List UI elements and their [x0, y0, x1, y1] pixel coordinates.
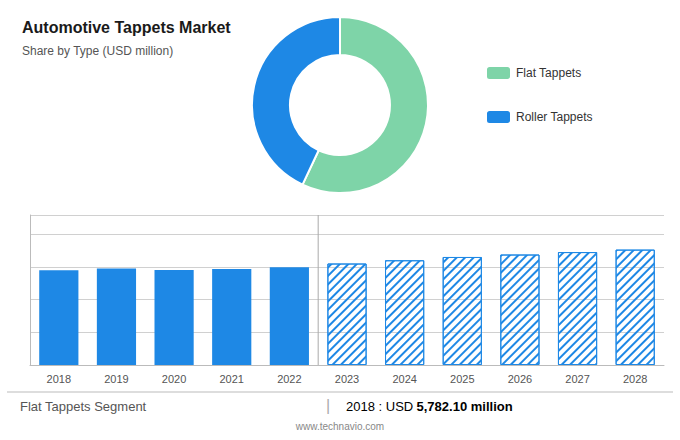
- svg-text:Flat Tappets Segment: Flat Tappets Segment: [20, 399, 147, 414]
- svg-text:Share by Type (USD million): Share by Type (USD million): [22, 44, 173, 58]
- svg-text:2021: 2021: [219, 373, 243, 385]
- svg-text:2028: 2028: [623, 373, 647, 385]
- svg-text:2025: 2025: [450, 373, 474, 385]
- svg-text:2026: 2026: [508, 373, 532, 385]
- svg-text:2024: 2024: [392, 373, 416, 385]
- svg-text:2027: 2027: [565, 373, 589, 385]
- svg-text:|: |: [326, 397, 330, 414]
- svg-text:2022: 2022: [277, 373, 301, 385]
- svg-text:www.technavio.com: www.technavio.com: [295, 421, 384, 432]
- svg-text:Roller Tappets: Roller Tappets: [516, 110, 593, 124]
- svg-text:2023: 2023: [335, 373, 359, 385]
- svg-text:Automotive Tappets Market: Automotive Tappets Market: [22, 19, 231, 36]
- svg-text:2020: 2020: [162, 373, 186, 385]
- svg-text:2019: 2019: [104, 373, 128, 385]
- svg-text:2018 : USD: 2018 : USD: [346, 399, 413, 414]
- svg-text:5,782.10 million: 5,782.10 million: [417, 399, 513, 414]
- svg-text:2018: 2018: [47, 373, 71, 385]
- svg-text:Flat Tappets: Flat Tappets: [516, 66, 581, 80]
